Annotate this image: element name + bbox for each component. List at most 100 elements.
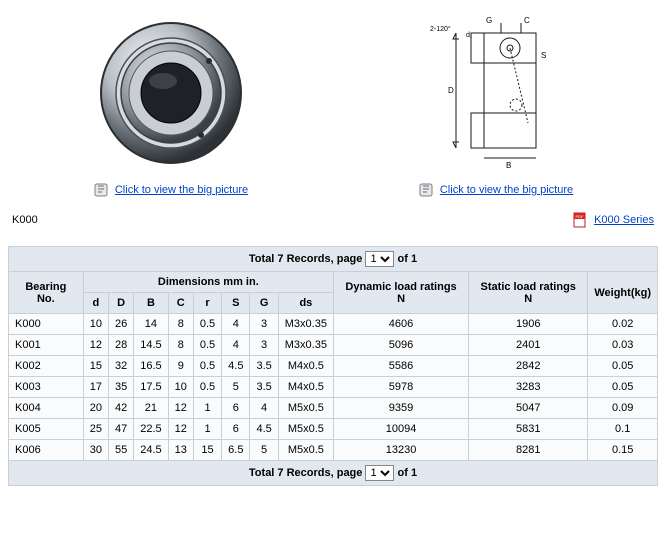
cell-bn: K001	[9, 335, 84, 356]
cell-bn: K002	[9, 356, 84, 377]
svg-text:2-120°: 2-120°	[430, 25, 451, 33]
cell-D: 55	[108, 440, 133, 461]
table-row: K00010261480.543M3x0.35460619060.02	[9, 314, 658, 335]
cell-B: 21	[134, 398, 168, 419]
pdf-icon: PDF	[572, 212, 588, 228]
pager-suffix: of 1	[398, 467, 418, 479]
cell-d: 17	[83, 377, 108, 398]
th-d-upper: D	[108, 293, 133, 314]
cell-S: 4	[222, 314, 250, 335]
cell-bn: K005	[9, 419, 84, 440]
bearing-photo	[81, 8, 261, 178]
cell-D: 35	[108, 377, 133, 398]
cell-r: 0.5	[193, 377, 221, 398]
cell-G: 3	[250, 314, 278, 335]
svg-text:G: G	[486, 16, 492, 25]
cell-B: 24.5	[134, 440, 168, 461]
bearing-illustration	[91, 13, 251, 173]
cell-C: 10	[168, 377, 193, 398]
cell-stat: 3283	[469, 377, 588, 398]
cell-G: 5	[250, 440, 278, 461]
cell-w: 0.09	[588, 398, 658, 419]
pager-bottom-row: Total 7 Records, page 1 of 1	[9, 461, 658, 486]
cell-stat: 2842	[469, 356, 588, 377]
cell-r: 0.5	[193, 335, 221, 356]
series-pdf-link[interactable]: K000 Series	[594, 214, 654, 226]
pager-prefix: Total 7 Records, page	[249, 253, 366, 265]
diagram-illustration: D B G C S 2-120° d₁	[416, 13, 576, 173]
cell-S: 6	[222, 419, 250, 440]
cell-dyn: 5586	[333, 356, 468, 377]
cell-B: 14	[134, 314, 168, 335]
left-view-picture-link[interactable]: Click to view the big picture	[115, 184, 248, 196]
cell-B: 22.5	[134, 419, 168, 440]
cell-S: 4.5	[222, 356, 250, 377]
cell-C: 9	[168, 356, 193, 377]
cell-stat: 2401	[469, 335, 588, 356]
cell-w: 0.02	[588, 314, 658, 335]
th-dynamic: Dynamic load ratings N	[333, 272, 468, 314]
th-bearing-no: Bearing No.	[9, 272, 84, 314]
clip-icon	[93, 182, 109, 198]
svg-text:d₁: d₁	[466, 32, 473, 39]
pager-top: Total 7 Records, page 1 of 1	[9, 247, 658, 272]
image-row: Click to view the big picture D B	[8, 8, 658, 198]
cell-S: 5	[222, 377, 250, 398]
cell-ds: M5x0.5	[278, 398, 333, 419]
cell-dyn: 4606	[333, 314, 468, 335]
cell-S: 4	[222, 335, 250, 356]
cell-r: 1	[193, 419, 221, 440]
pager-select-top[interactable]: 1	[365, 251, 394, 267]
cell-d: 10	[83, 314, 108, 335]
cell-w: 0.1	[588, 419, 658, 440]
svg-text:B: B	[506, 161, 511, 170]
cell-C: 12	[168, 419, 193, 440]
cell-bn: K000	[9, 314, 84, 335]
cell-B: 14.5	[134, 335, 168, 356]
cell-G: 3.5	[250, 356, 278, 377]
cell-ds: M4x0.5	[278, 377, 333, 398]
cell-bn: K004	[9, 398, 84, 419]
right-image-column: D B G C S 2-120° d₁	[333, 8, 658, 198]
cell-dyn: 10094	[333, 419, 468, 440]
table-row: K00420422112164M5x0.5935950470.09	[9, 398, 658, 419]
cell-ds: M5x0.5	[278, 440, 333, 461]
cell-r: 0.5	[193, 314, 221, 335]
cell-d: 25	[83, 419, 108, 440]
cell-dyn: 9359	[333, 398, 468, 419]
cell-r: 1	[193, 398, 221, 419]
bearing-diagram: D B G C S 2-120° d₁	[406, 8, 586, 178]
table-row: K003173517.5100.553.5M4x0.5597832830.05	[9, 377, 658, 398]
th-ds: ds	[278, 293, 333, 314]
svg-text:C: C	[524, 16, 530, 25]
cell-G: 4.5	[250, 419, 278, 440]
table-row: K006305524.513156.55M5x0.51323082810.15	[9, 440, 658, 461]
cell-G: 3	[250, 335, 278, 356]
table-row: K002153216.590.54.53.5M4x0.5558628420.05	[9, 356, 658, 377]
cell-w: 0.05	[588, 377, 658, 398]
cell-stat: 1906	[469, 314, 588, 335]
cell-ds: M4x0.5	[278, 356, 333, 377]
th-dimensions: Dimensions mm in.	[83, 272, 333, 293]
cell-d: 20	[83, 398, 108, 419]
th-g: G	[250, 293, 278, 314]
th-d-lower: d	[83, 293, 108, 314]
right-view-picture-link[interactable]: Click to view the big picture	[440, 184, 573, 196]
cell-dyn: 13230	[333, 440, 468, 461]
table-body: K00010261480.543M3x0.35460619060.02K0011…	[9, 314, 658, 461]
cell-B: 16.5	[134, 356, 168, 377]
cell-w: 0.03	[588, 335, 658, 356]
pager-select-bottom[interactable]: 1	[365, 465, 394, 481]
th-r: r	[193, 293, 221, 314]
cell-C: 8	[168, 314, 193, 335]
cell-D: 26	[108, 314, 133, 335]
th-static: Static load ratings N	[469, 272, 588, 314]
series-label: K000	[12, 214, 38, 226]
series-row: K000 PDF K000 Series	[8, 212, 658, 232]
cell-C: 13	[168, 440, 193, 461]
cell-ds: M5x0.5	[278, 419, 333, 440]
left-click-row: Click to view the big picture	[93, 182, 248, 198]
cell-B: 17.5	[134, 377, 168, 398]
cell-S: 6	[222, 398, 250, 419]
table-row: K001122814.580.543M3x0.35509624010.03	[9, 335, 658, 356]
